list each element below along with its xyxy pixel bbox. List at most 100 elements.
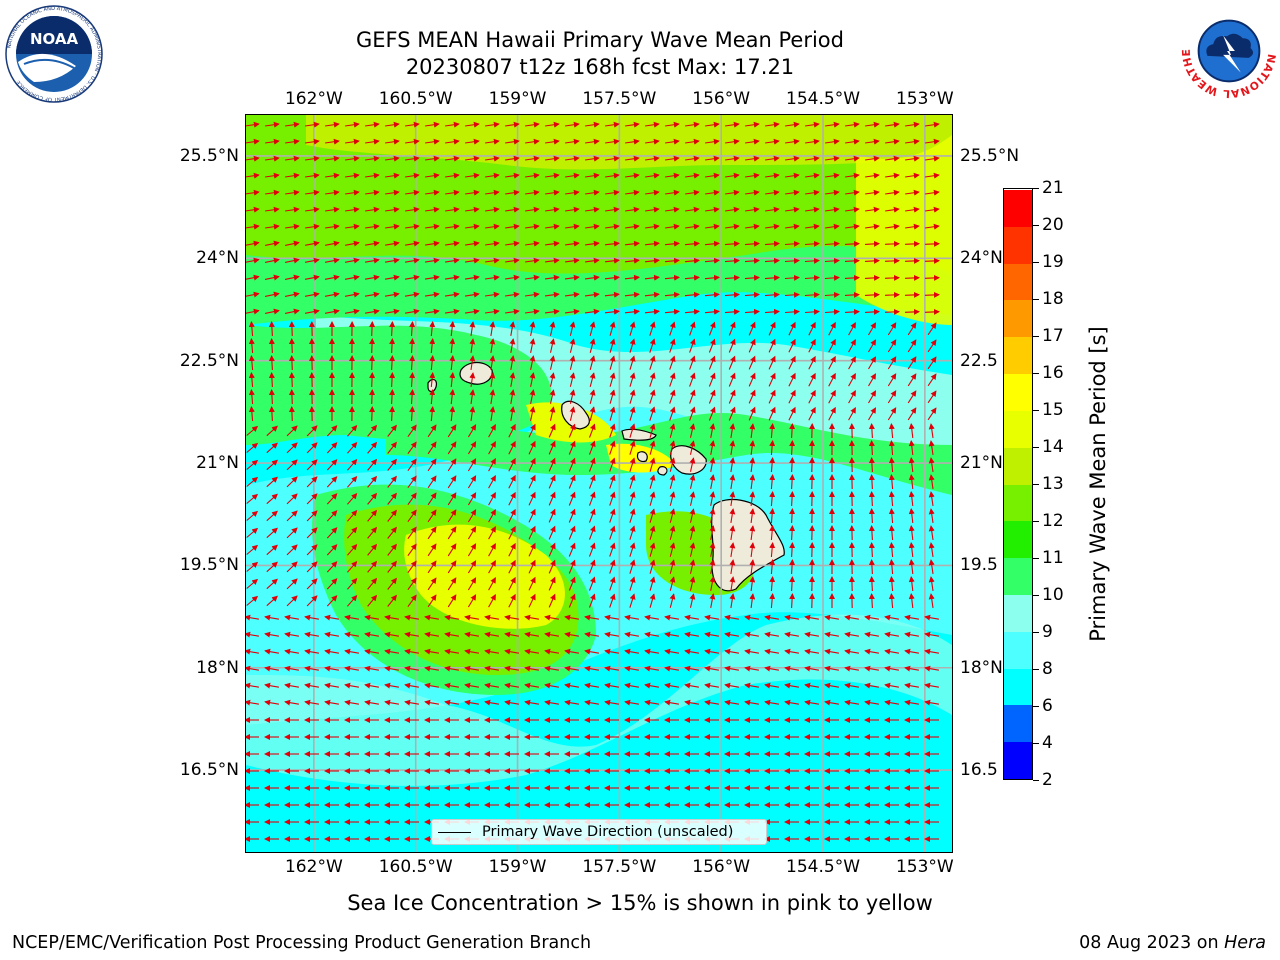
wave-direction-arrow <box>529 406 536 422</box>
wave-direction-arrow <box>848 373 856 387</box>
wave-direction-arrow <box>445 138 460 145</box>
wave-direction-arrow <box>708 355 716 370</box>
lat-tick-left: 19.5°N <box>179 555 239 576</box>
wave-direction-arrow <box>488 424 496 438</box>
wave-direction-arrow <box>265 121 280 128</box>
wave-direction-arrow <box>824 308 840 315</box>
wave-direction-arrow <box>465 206 480 213</box>
wave-direction-arrow <box>548 508 556 523</box>
colorbar-segment <box>1004 557 1032 595</box>
wave-direction-arrow <box>644 240 660 247</box>
wave-direction-arrow <box>306 527 318 539</box>
wave-direction-arrow <box>509 321 516 336</box>
wave-direction-arrow <box>565 189 580 196</box>
map-panel <box>245 114 953 853</box>
wave-direction-arrow <box>489 372 496 387</box>
colorbar-tick-label: 16 <box>1042 363 1064 383</box>
wave-direction-arrow <box>844 257 860 264</box>
wave-direction-arrow <box>407 475 417 489</box>
wave-direction-arrow <box>346 424 358 437</box>
wave-direction-arrow <box>669 389 676 404</box>
wave-direction-arrow <box>865 155 880 162</box>
wave-direction-arrow <box>465 138 480 145</box>
wave-direction-arrow <box>326 493 338 505</box>
wave-direction-arrow <box>264 240 280 247</box>
wave-direction-arrow <box>286 544 298 556</box>
wave-direction-arrow <box>887 390 897 404</box>
wave-direction-arrow <box>425 291 440 298</box>
wave-direction-arrow <box>908 474 915 490</box>
wave-direction-arrow <box>625 121 640 128</box>
wave-direction-arrow <box>784 308 800 315</box>
wave-direction-arrow <box>725 172 740 179</box>
wave-direction-arrow <box>708 372 716 387</box>
colorbar-tickmark <box>1033 188 1039 189</box>
wave-direction-arrow <box>868 407 877 421</box>
wave-direction-arrow <box>525 240 540 247</box>
lat-tick-right: 22.5 <box>960 350 998 371</box>
wave-direction-arrow <box>405 155 420 162</box>
wave-direction-arrow <box>928 474 935 489</box>
wave-direction-arrow <box>669 338 676 353</box>
wave-direction-arrow <box>645 172 660 179</box>
wave-direction-arrow <box>346 509 358 522</box>
wave-direction-arrow <box>684 291 700 298</box>
wave-direction-arrow <box>286 561 298 573</box>
wave-direction-arrow <box>465 240 480 247</box>
wave-direction-arrow <box>389 406 396 422</box>
field-9-10s <box>246 614 952 786</box>
wave-direction-arrow <box>669 508 676 523</box>
wave-direction-arrow <box>246 291 260 298</box>
wave-direction-arrow <box>868 373 877 387</box>
wave-direction-arrow <box>724 240 740 247</box>
wave-direction-arrow <box>845 121 860 128</box>
wave-direction-arrow <box>465 291 480 298</box>
wave-direction-arrow <box>805 189 820 196</box>
island-kauai <box>459 361 493 385</box>
wave-direction-arrow <box>485 257 500 264</box>
wave-direction-arrow <box>449 321 456 337</box>
colorbar-segment <box>1004 484 1032 522</box>
wave-direction-arrow <box>705 206 720 213</box>
wave-direction-arrow <box>765 155 780 162</box>
wave-direction-arrow <box>785 189 800 196</box>
colorbar-segment <box>1004 668 1032 706</box>
wave-direction-arrow <box>704 291 720 298</box>
wave-direction-arrow <box>286 476 298 488</box>
wave-direction-arrow <box>729 491 736 506</box>
wave-direction-arrow <box>845 155 860 162</box>
wave-direction-arrow <box>569 406 576 421</box>
wave-direction-arrow <box>568 423 576 438</box>
wave-direction-arrow <box>505 155 520 162</box>
colorbar-tickmark <box>1033 262 1039 263</box>
wave-direction-arrow <box>709 508 716 524</box>
noaa-logo-text: NOAA <box>30 30 79 48</box>
wave-direction-arrow <box>265 172 280 179</box>
wave-direction-arrow <box>528 491 536 506</box>
wave-direction-arrow <box>246 425 259 436</box>
wave-direction-arrow <box>548 474 556 489</box>
colorbar-segment <box>1004 336 1032 375</box>
wave-direction-arrow <box>684 240 700 247</box>
wave-direction-arrow <box>449 338 456 354</box>
wave-direction-arrow <box>585 206 600 213</box>
wave-direction-arrow <box>565 223 580 230</box>
wave-direction-arrow <box>828 338 836 353</box>
field-14-15s-south-lobe <box>404 524 565 629</box>
wave-direction-arrow <box>609 372 616 387</box>
colorbar-segment <box>1004 373 1032 411</box>
wave-direction-arrow <box>629 338 636 353</box>
wave-direction-arrow <box>369 321 376 337</box>
wave-direction-arrow <box>689 321 696 336</box>
wave-direction-arrow <box>629 440 636 455</box>
wave-direction-arrow <box>565 172 580 179</box>
wave-direction-arrow <box>306 459 318 471</box>
wave-direction-arrow <box>908 525 915 541</box>
wave-direction-arrow <box>549 372 556 387</box>
wave-direction-arrow <box>645 223 660 230</box>
wave-direction-arrow <box>306 425 318 437</box>
wave-direction-arrow <box>725 121 740 128</box>
wave-direction-arrow <box>529 389 536 405</box>
wave-direction-arrow <box>565 240 580 247</box>
wave-direction-arrow <box>425 240 440 247</box>
